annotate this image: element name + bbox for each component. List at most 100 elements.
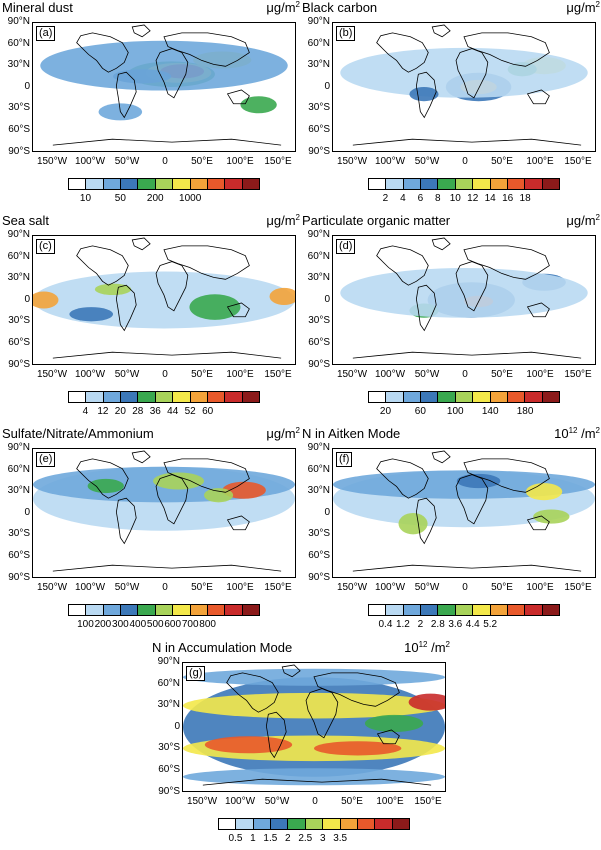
colorbar-tick-label: 18 bbox=[519, 193, 531, 204]
lon-tick-label: 50°W bbox=[414, 156, 440, 167]
lat-tick-label: 60°N bbox=[307, 251, 330, 262]
lat-tick-label: 30°S bbox=[8, 315, 30, 326]
lon-tick-label: 50°W bbox=[414, 582, 440, 593]
lon-tick-label: 100°E bbox=[376, 796, 404, 807]
colorbar-swatch bbox=[69, 392, 87, 402]
lat-tick-label: 0 bbox=[324, 294, 330, 305]
lat-tick-label: 0 bbox=[324, 81, 330, 92]
unit-label: μg/m2 bbox=[266, 213, 300, 228]
colorbar-swatch bbox=[323, 819, 341, 829]
colorbar-swatch bbox=[490, 605, 508, 615]
colorbar-swatch bbox=[155, 179, 174, 189]
coastline bbox=[52, 351, 282, 359]
concentration-region bbox=[40, 40, 288, 91]
lat-tick-label: 90°N bbox=[307, 442, 330, 453]
colorbar-swatch bbox=[455, 179, 474, 189]
lat-tick-label: 30°N bbox=[307, 272, 330, 283]
lon-tick-label: 100°W bbox=[74, 156, 106, 167]
lat-tick-label: 60°N bbox=[7, 38, 30, 49]
lon-tick-label: 50°E bbox=[491, 582, 513, 593]
panel-title: N in Aitken Mode bbox=[302, 426, 401, 441]
concentration-region bbox=[408, 693, 445, 711]
concentration-region bbox=[222, 481, 266, 499]
lat-tick-label: 30°N bbox=[7, 485, 30, 496]
map-svg bbox=[183, 664, 445, 786]
lon-tick-label: 50°E bbox=[191, 582, 213, 593]
colorbar-swatch bbox=[190, 392, 208, 402]
colorbar-swatch bbox=[103, 392, 122, 402]
concentration-region bbox=[183, 692, 445, 719]
lon-tick-label: 100°W bbox=[74, 369, 106, 380]
coastline bbox=[226, 302, 250, 318]
colorbar-swatch bbox=[236, 819, 254, 829]
panel-d: Particulate organic matter μg/m2 (d) 90°S 60… bbox=[302, 213, 601, 423]
lon-tick-label: 150°E bbox=[564, 582, 592, 593]
lon-tick-label: 150°E bbox=[264, 156, 292, 167]
colorbar-swatch bbox=[69, 605, 87, 615]
colorbar-tick-label: 140 bbox=[481, 406, 499, 417]
concentration-region bbox=[525, 483, 563, 501]
lon-tick-label: 0 bbox=[462, 156, 468, 167]
colorbar-tick-label: 500 bbox=[146, 619, 164, 630]
colorbar-tick-label: 300 bbox=[112, 619, 129, 630]
lat-tick-label: 60°N bbox=[307, 38, 330, 49]
colorbar-swatch bbox=[473, 179, 491, 189]
colorbar-tick-label: 10 bbox=[449, 193, 461, 204]
lat-tick-label: 0 bbox=[24, 507, 30, 518]
colorbar-swatch bbox=[340, 819, 358, 829]
colorbar-swatch bbox=[369, 179, 387, 189]
concentration-region bbox=[340, 47, 588, 98]
colorbar-tick-label: 16 bbox=[502, 193, 514, 204]
unit-label: μg/m2 bbox=[266, 0, 300, 15]
colorbar-swatch bbox=[421, 392, 439, 402]
coastline bbox=[463, 245, 550, 280]
lat-tick-label: 90°S bbox=[308, 359, 330, 370]
lon-tick-label: 150°E bbox=[264, 369, 292, 380]
colorbar bbox=[68, 391, 260, 403]
lat-tick-label: 30°S bbox=[308, 315, 330, 326]
colorbar-swatch bbox=[242, 392, 259, 402]
map-area: (c) bbox=[32, 235, 296, 365]
concentration-region bbox=[269, 287, 295, 305]
lat-tick-label: 30°N bbox=[7, 59, 30, 70]
coastline bbox=[431, 24, 451, 38]
unit-label: μg/m2 bbox=[266, 426, 300, 441]
colorbar-tick-label: 1.5 bbox=[263, 833, 278, 844]
colorbar-swatch bbox=[375, 819, 393, 829]
coastline bbox=[376, 245, 429, 286]
colorbar-swatch bbox=[225, 179, 243, 189]
colorbar-swatch bbox=[155, 605, 174, 615]
colorbar-swatch bbox=[219, 819, 237, 829]
lon-tick-label: 100°W bbox=[74, 582, 106, 593]
lon-tick-label: 100°W bbox=[374, 156, 406, 167]
colorbar-tick-label: 700 bbox=[181, 619, 199, 630]
colorbar-swatch bbox=[507, 179, 526, 189]
colorbar-swatch bbox=[138, 605, 156, 615]
coastline bbox=[455, 474, 489, 525]
lat-tick-label: 90°N bbox=[157, 656, 180, 667]
panel-title: Mineral dust bbox=[2, 0, 73, 15]
coastline bbox=[415, 71, 437, 119]
unit-label: 1012 /m2 bbox=[404, 640, 450, 655]
colorbar-tick-label: 1000 bbox=[179, 193, 202, 204]
colorbar-tick-label: 1.2 bbox=[395, 619, 410, 630]
lat-tick-label: 30°N bbox=[307, 59, 330, 70]
coastline bbox=[376, 458, 429, 499]
colorbar-swatch bbox=[271, 819, 289, 829]
lon-tick-label: 0 bbox=[162, 369, 168, 380]
unit-label: μg/m2 bbox=[566, 0, 600, 15]
colorbar-swatch bbox=[507, 605, 526, 615]
colorbar-swatch bbox=[403, 605, 422, 615]
colorbar-tick-label: 12 bbox=[97, 406, 109, 417]
colorbar-tick-label: 10 bbox=[79, 193, 92, 204]
lon-tick-label: 100°E bbox=[226, 156, 254, 167]
concentration-region bbox=[87, 478, 124, 494]
colorbar-tick-label: 12 bbox=[467, 193, 479, 204]
lon-tick-label: 100°W bbox=[374, 369, 406, 380]
coastline bbox=[455, 261, 489, 312]
colorbar-swatch bbox=[190, 605, 208, 615]
lon-tick-label: 150°W bbox=[186, 796, 218, 807]
map-svg bbox=[40, 24, 288, 146]
lat-tick-label: 90°N bbox=[7, 442, 30, 453]
lon-tick-label: 100°W bbox=[224, 796, 256, 807]
